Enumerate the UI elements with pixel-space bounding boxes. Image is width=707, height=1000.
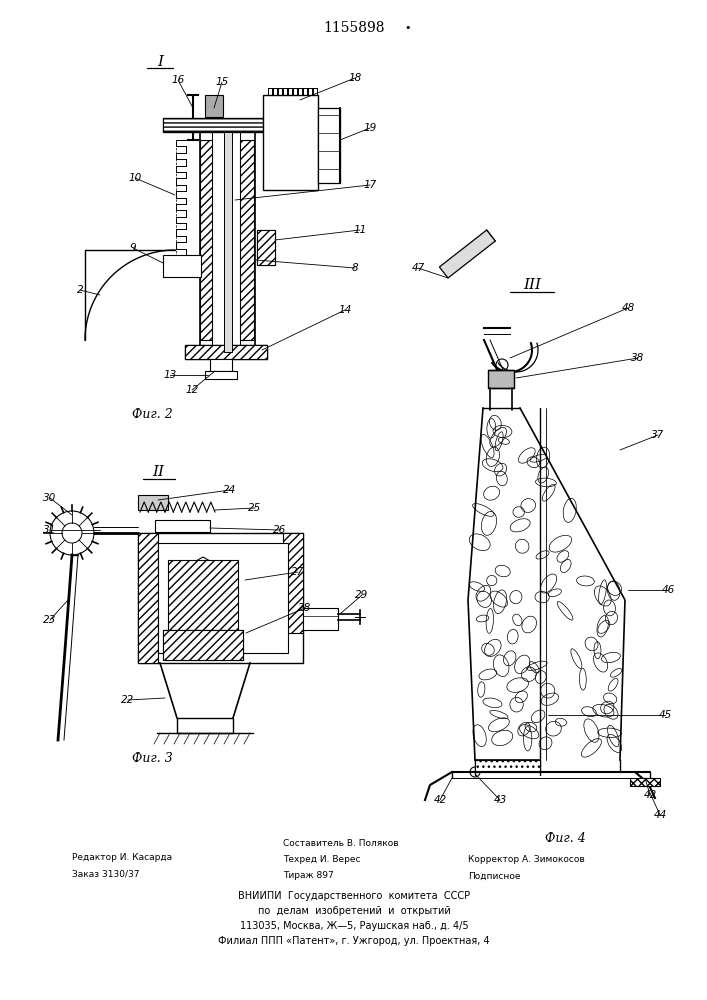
Bar: [155, 520, 210, 532]
Bar: [224, 132, 232, 352]
Bar: [205, 371, 237, 379]
Bar: [163, 118, 263, 132]
Text: Корректор А. Зимокосов: Корректор А. Зимокосов: [468, 856, 585, 864]
Text: 17: 17: [363, 180, 377, 190]
Text: 19: 19: [363, 123, 377, 133]
Text: III: III: [523, 278, 541, 292]
Text: Тираж 897: Тираж 897: [283, 871, 334, 880]
Bar: [263, 95, 318, 190]
Bar: [257, 230, 275, 265]
Bar: [205, 95, 223, 117]
Text: 18: 18: [349, 73, 361, 83]
Text: •: •: [404, 23, 411, 33]
Bar: [163, 255, 201, 277]
Bar: [257, 230, 275, 265]
Bar: [163, 118, 263, 132]
Text: 25: 25: [248, 503, 262, 513]
Text: 46: 46: [661, 585, 674, 595]
Bar: [163, 630, 243, 660]
Text: Составитель В. Поляков: Составитель В. Поляков: [283, 840, 399, 848]
Text: по  делам  изобретений  и  открытий: по делам изобретений и открытий: [257, 906, 450, 916]
Circle shape: [284, 125, 294, 135]
Text: 13: 13: [163, 370, 177, 380]
Text: 28: 28: [298, 603, 312, 613]
Text: Фиг. 4: Фиг. 4: [544, 832, 585, 844]
Bar: [475, 760, 540, 772]
Text: 2: 2: [76, 285, 83, 295]
Text: 16: 16: [171, 75, 185, 85]
Text: Фиг. 2: Фиг. 2: [132, 408, 173, 422]
Bar: [138, 495, 168, 510]
Bar: [168, 560, 238, 630]
Bar: [240, 140, 254, 340]
Bar: [158, 543, 288, 653]
Bar: [200, 140, 212, 340]
Text: 45: 45: [658, 710, 672, 720]
Text: I: I: [157, 55, 163, 69]
Text: 26: 26: [274, 525, 286, 535]
Bar: [163, 630, 243, 660]
Text: 113035, Москва, Ж—5, Раушская наб., д. 4/5: 113035, Москва, Ж—5, Раушская наб., д. 4…: [240, 921, 468, 931]
Bar: [185, 345, 267, 359]
Text: Фиг. 3: Фиг. 3: [132, 752, 173, 764]
Text: 42: 42: [643, 790, 657, 800]
Text: 1155898: 1155898: [323, 21, 385, 35]
Text: 48: 48: [621, 303, 635, 313]
Text: II: II: [152, 465, 164, 479]
Polygon shape: [439, 230, 496, 278]
Text: Подписное: Подписное: [468, 871, 520, 880]
Text: 31: 31: [43, 525, 57, 535]
Text: ВНИИПИ  Государственного  комитета  СССР: ВНИИПИ Государственного комитета СССР: [238, 891, 470, 901]
Text: 47: 47: [411, 263, 425, 273]
Text: 12: 12: [185, 385, 199, 395]
Text: Заказ 3130/37: Заказ 3130/37: [72, 869, 139, 879]
Bar: [318, 108, 340, 183]
Bar: [630, 778, 660, 786]
Text: 8: 8: [351, 263, 358, 273]
Text: 22: 22: [122, 695, 134, 705]
Text: 30: 30: [43, 493, 57, 503]
Text: 43: 43: [493, 795, 507, 805]
Text: 24: 24: [223, 485, 237, 495]
Text: 14: 14: [339, 305, 351, 315]
Bar: [185, 345, 267, 359]
Text: 44: 44: [653, 810, 667, 820]
Text: 10: 10: [129, 173, 141, 183]
Bar: [177, 718, 233, 733]
Bar: [488, 370, 514, 388]
Text: 42: 42: [433, 795, 447, 805]
Text: 38: 38: [631, 353, 645, 363]
Bar: [138, 533, 303, 663]
Bar: [303, 608, 338, 630]
Text: 29: 29: [356, 590, 368, 600]
Text: 37: 37: [651, 430, 665, 440]
Text: Техред И. Верес: Техред И. Верес: [283, 856, 361, 864]
Bar: [283, 533, 303, 633]
Text: Филиал ППП «Патент», г. Ужгород, ул. Проектная, 4: Филиал ППП «Патент», г. Ужгород, ул. Про…: [218, 936, 490, 946]
Text: 9: 9: [129, 243, 136, 253]
Text: 11: 11: [354, 225, 367, 235]
Text: 15: 15: [216, 77, 228, 87]
Bar: [138, 533, 158, 663]
Text: 23: 23: [43, 615, 57, 625]
Bar: [210, 359, 232, 371]
Text: Редактор И. Касарда: Редактор И. Касарда: [72, 854, 172, 862]
Text: 27: 27: [291, 567, 305, 577]
